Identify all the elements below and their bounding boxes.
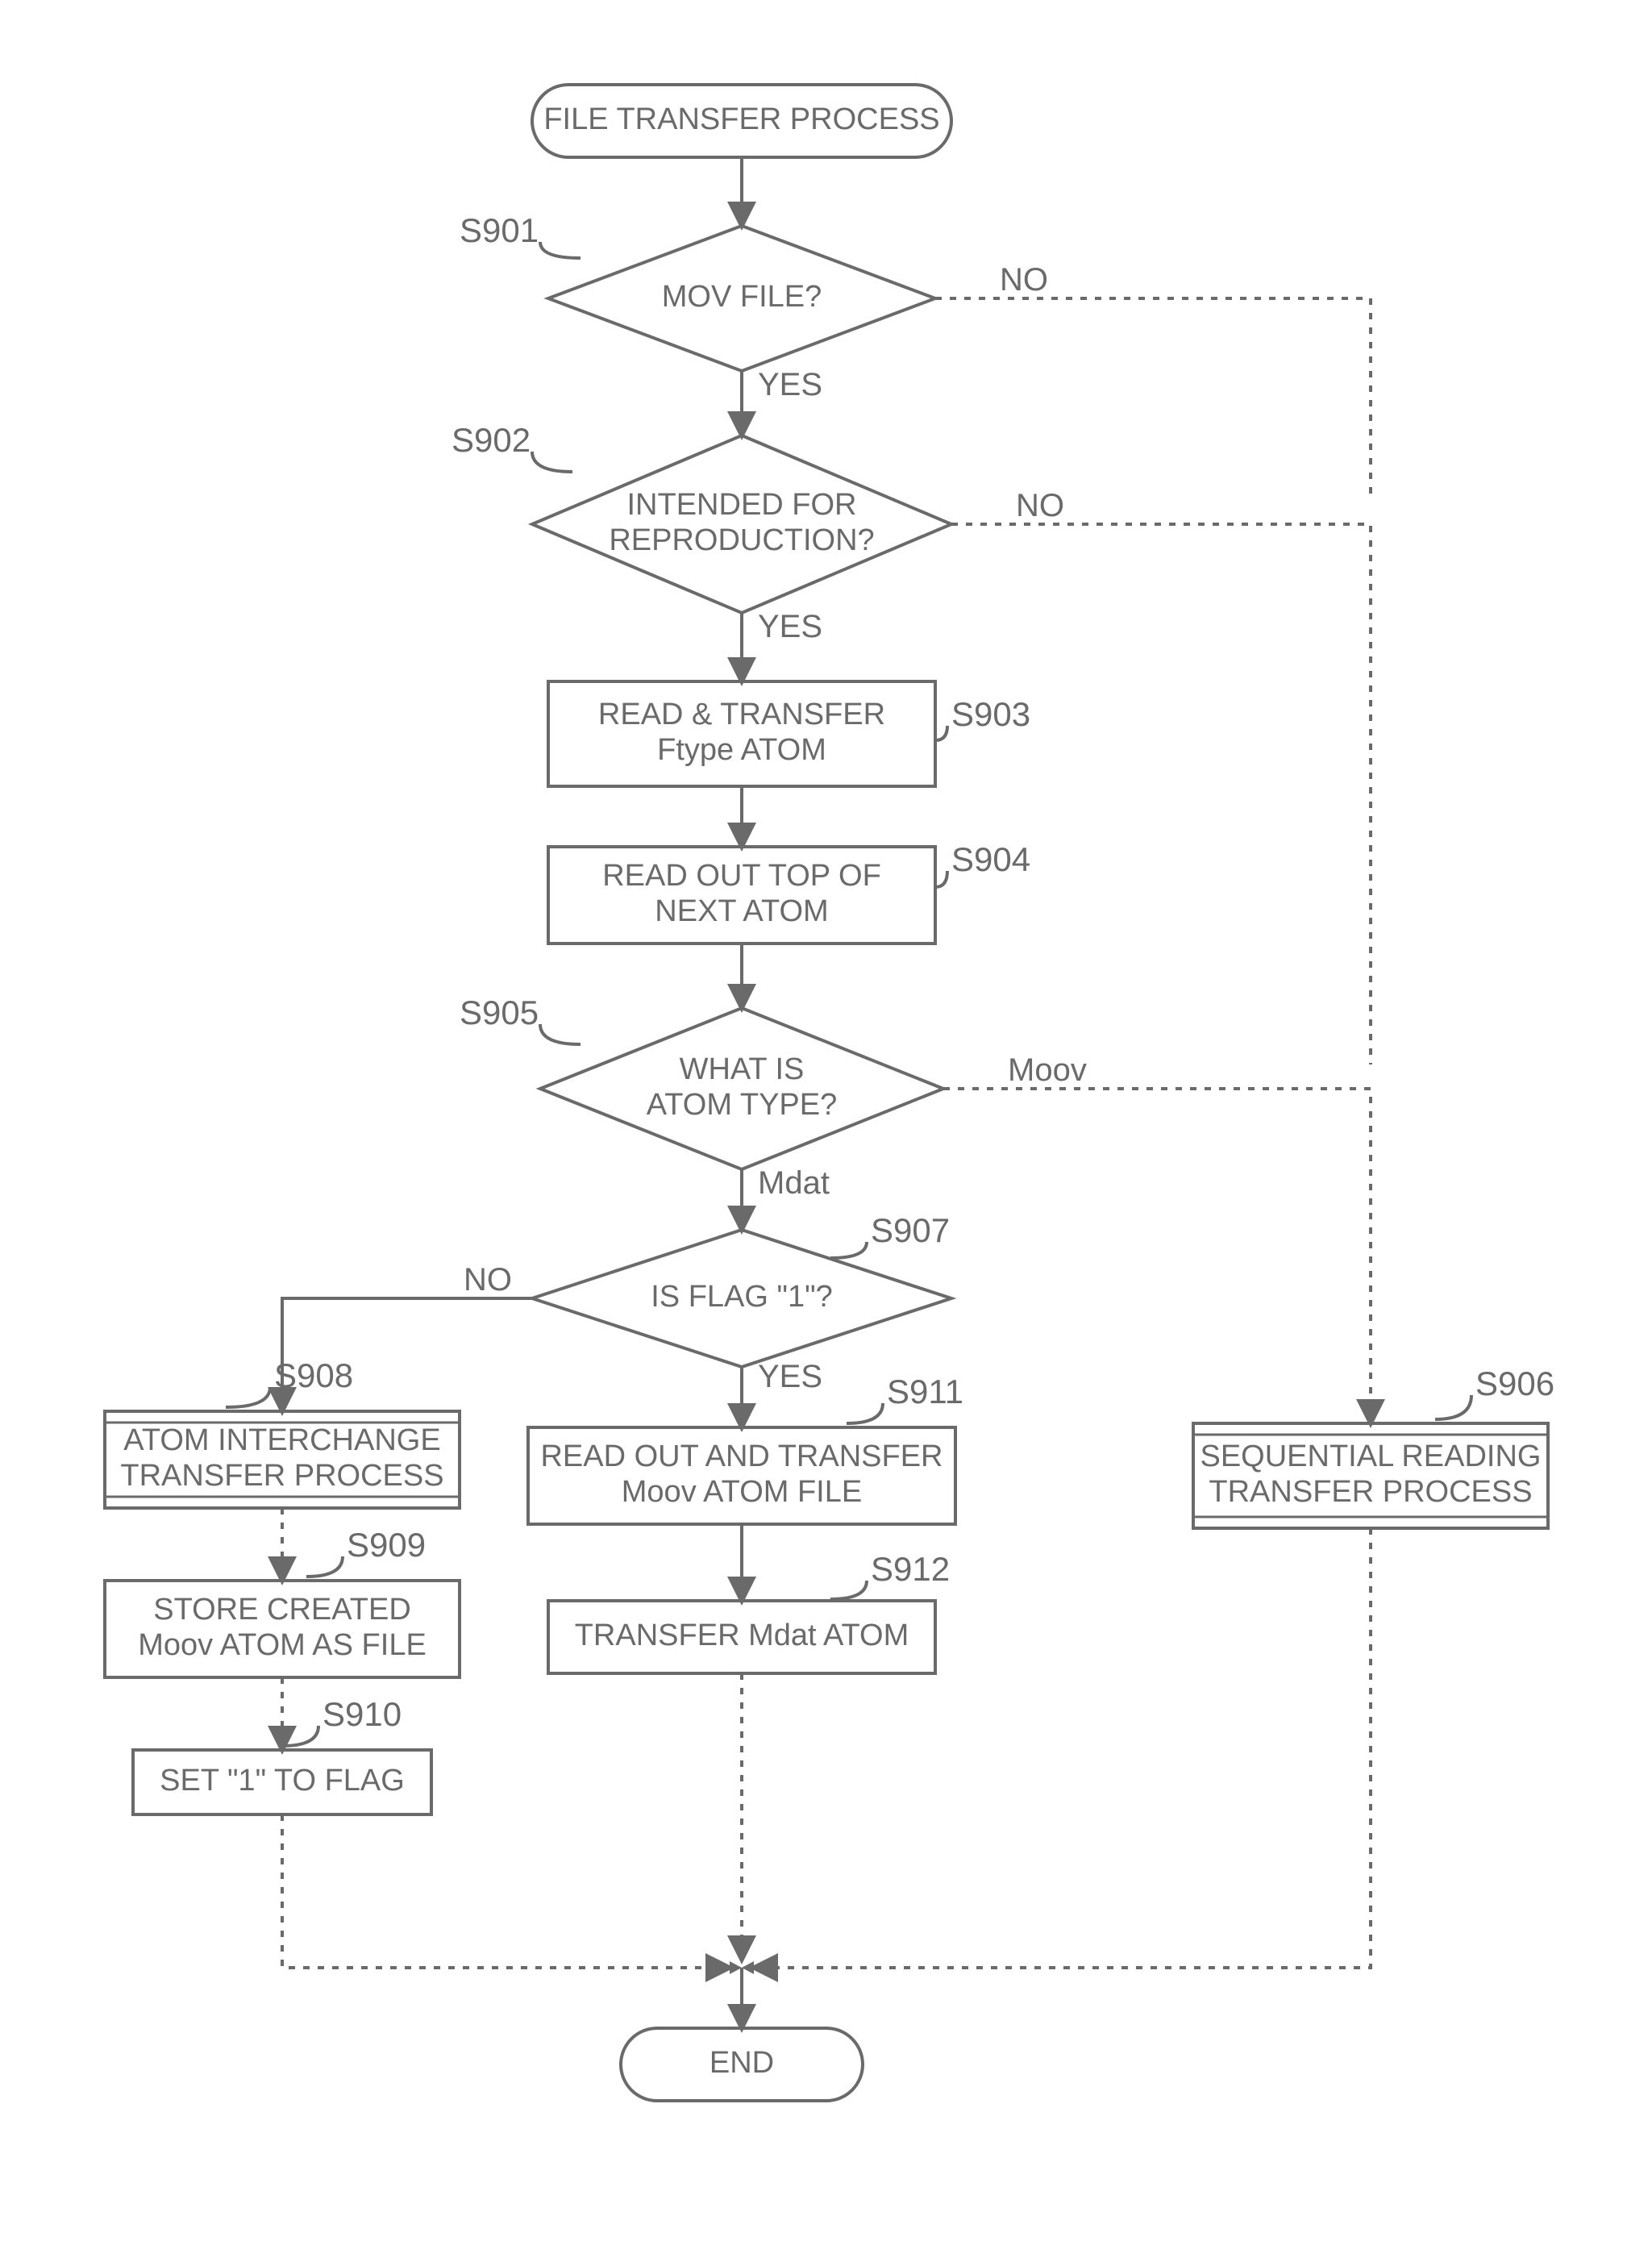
- s905-label: ATOM TYPE?: [647, 1088, 838, 1122]
- s909-step-label: S909: [347, 1526, 426, 1564]
- s905-mdat-label: Mdat: [758, 1165, 830, 1201]
- s910-label: SET "1" TO FLAG: [160, 1764, 405, 1798]
- s902-label: REPRODUCTION?: [609, 523, 874, 557]
- leader: [935, 871, 947, 887]
- edge-16: [943, 1089, 1371, 1423]
- start-label: FILE TRANSFER PROCESS: [543, 102, 939, 136]
- s902-no-label: NO: [1016, 488, 1064, 523]
- leader: [540, 242, 580, 258]
- s904-label: READ OUT TOP OF: [602, 859, 881, 893]
- s905-step-label: S905: [460, 994, 539, 1031]
- s902-label: INTENDED FOR: [627, 488, 857, 522]
- s906-label: TRANSFER PROCESS: [1209, 1475, 1532, 1509]
- s912-step-label: S912: [871, 1550, 950, 1588]
- s902-yes-label: YES: [758, 609, 822, 644]
- s906-step-label: S906: [1475, 1364, 1554, 1402]
- flowchart: FILE TRANSFER PROCESS MOV FILE? INTENDED F…: [0, 0, 1652, 2258]
- s908-step-label: S908: [274, 1356, 353, 1394]
- leader: [306, 1556, 343, 1577]
- leader: [847, 1403, 883, 1423]
- s901-label: MOV FILE?: [662, 280, 822, 314]
- s902-step-label: S902: [451, 421, 531, 459]
- s901-step-label: S901: [460, 211, 539, 249]
- s907-step-label: S907: [871, 1211, 950, 1249]
- leader: [540, 1024, 580, 1044]
- leader: [830, 1581, 867, 1599]
- edge-17: [754, 1528, 1371, 1968]
- s911-label: READ OUT AND TRANSFER: [540, 1439, 943, 1473]
- edge-14: [935, 298, 1371, 500]
- leader: [1435, 1395, 1471, 1419]
- s907-no-label: NO: [464, 1262, 512, 1298]
- s911-step-label: S911: [887, 1373, 963, 1410]
- leader: [935, 726, 947, 740]
- s905-moov-label: Moov: [1008, 1052, 1087, 1088]
- s909-label: STORE CREATED: [153, 1593, 411, 1627]
- s912-label: TRANSFER Mdat ATOM: [575, 1619, 909, 1652]
- s904-step-label: S904: [951, 840, 1030, 878]
- edge-10: [282, 1298, 532, 1411]
- leader: [282, 1726, 318, 1746]
- s911-label: Moov ATOM FILE: [622, 1475, 862, 1509]
- edge-13: [282, 1814, 730, 1968]
- s901-no-label: NO: [1000, 262, 1048, 298]
- leader: [532, 452, 572, 472]
- s903-label: READ & TRANSFER: [598, 698, 885, 731]
- s907-label: IS FLAG "1"?: [651, 1280, 833, 1314]
- s904-label: NEXT ATOM: [655, 894, 828, 928]
- s906-label: SEQUENTIAL READING: [1200, 1439, 1541, 1473]
- s905-label: WHAT IS: [680, 1052, 805, 1086]
- s903-step-label: S903: [951, 695, 1030, 733]
- s909-label: Moov ATOM AS FILE: [138, 1628, 427, 1662]
- edge-15: [951, 524, 1371, 1064]
- s908-label: TRANSFER PROCESS: [120, 1459, 443, 1493]
- s908-label: ATOM INTERCHANGE: [123, 1423, 440, 1457]
- s901-yes-label: YES: [758, 367, 822, 402]
- s907-yes-label: YES: [758, 1359, 822, 1394]
- end-label: END: [709, 2046, 774, 2080]
- s910-step-label: S910: [322, 1695, 402, 1733]
- s903-label: Ftype ATOM: [657, 733, 826, 767]
- leader: [226, 1387, 270, 1407]
- leader: [830, 1242, 867, 1258]
